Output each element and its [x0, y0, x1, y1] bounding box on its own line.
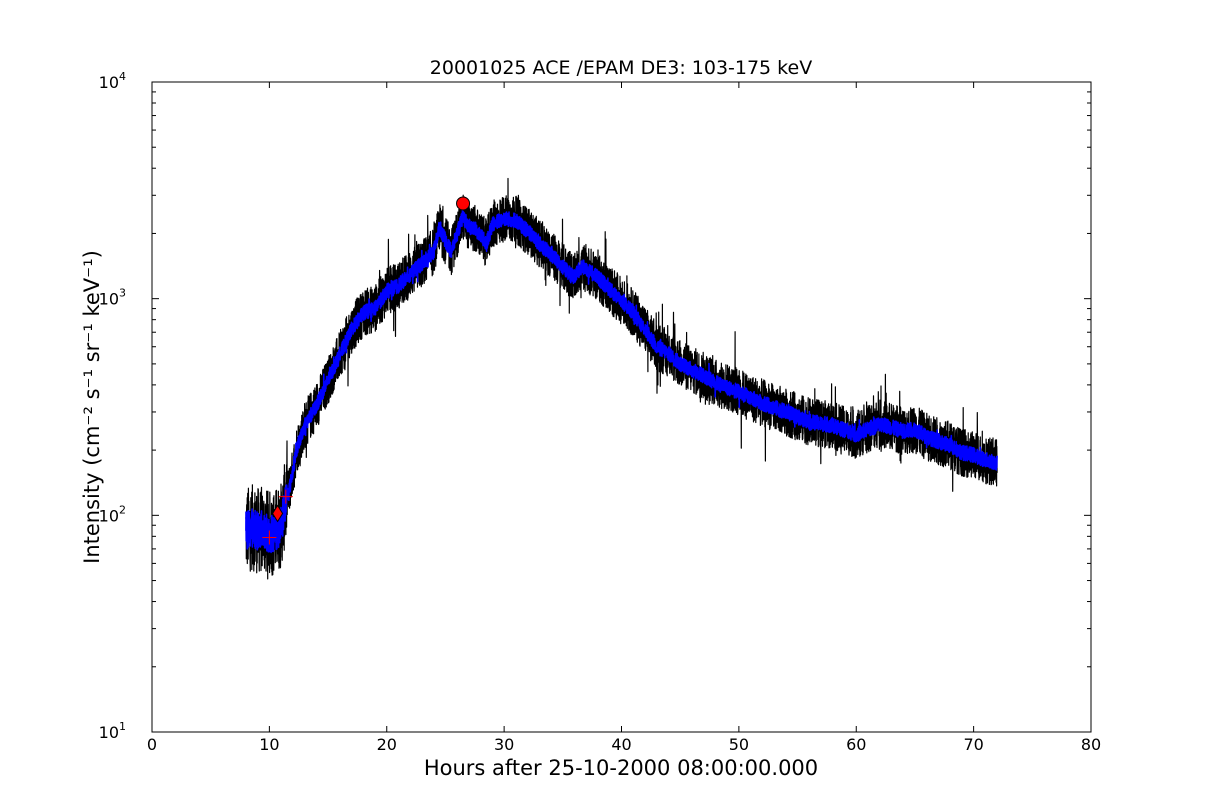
red-plus-marker	[262, 530, 277, 545]
x-axis: 0 10 20 30 40 50 60 70 80	[147, 82, 1101, 754]
y-axis-label: Intensity (cm⁻² s⁻¹ sr⁻¹ keV⁻¹)	[80, 250, 104, 564]
y-tick-exponent: 2	[119, 503, 126, 516]
x-tick-label: 40	[611, 735, 631, 754]
x-tick-label: 10	[259, 735, 279, 754]
x-tick-label: 80	[1081, 735, 1101, 754]
y-tick-exponent: 4	[119, 70, 126, 83]
chart-title: 20001025 ACE /EPAM DE3: 103-175 keV	[430, 57, 812, 79]
red-circle-marker	[456, 196, 471, 211]
x-tick-label: 70	[963, 735, 983, 754]
plot-area	[245, 177, 998, 580]
red-plus-marker	[278, 489, 293, 504]
y-tick-exponent: 3	[119, 287, 126, 300]
y-tick-exponent: 1	[119, 720, 126, 733]
red-diamond-marker	[272, 504, 284, 523]
x-axis-label: Hours after 25-10-2000 08:00:00.000	[424, 756, 818, 780]
x-tick-label: 20	[377, 735, 397, 754]
smoothed-data-line	[245, 208, 998, 554]
x-tick-label: 50	[729, 735, 749, 754]
x-tick-label: 0	[147, 735, 157, 754]
x-tick-label: 60	[846, 735, 866, 754]
x-tick-label: 30	[494, 735, 514, 754]
